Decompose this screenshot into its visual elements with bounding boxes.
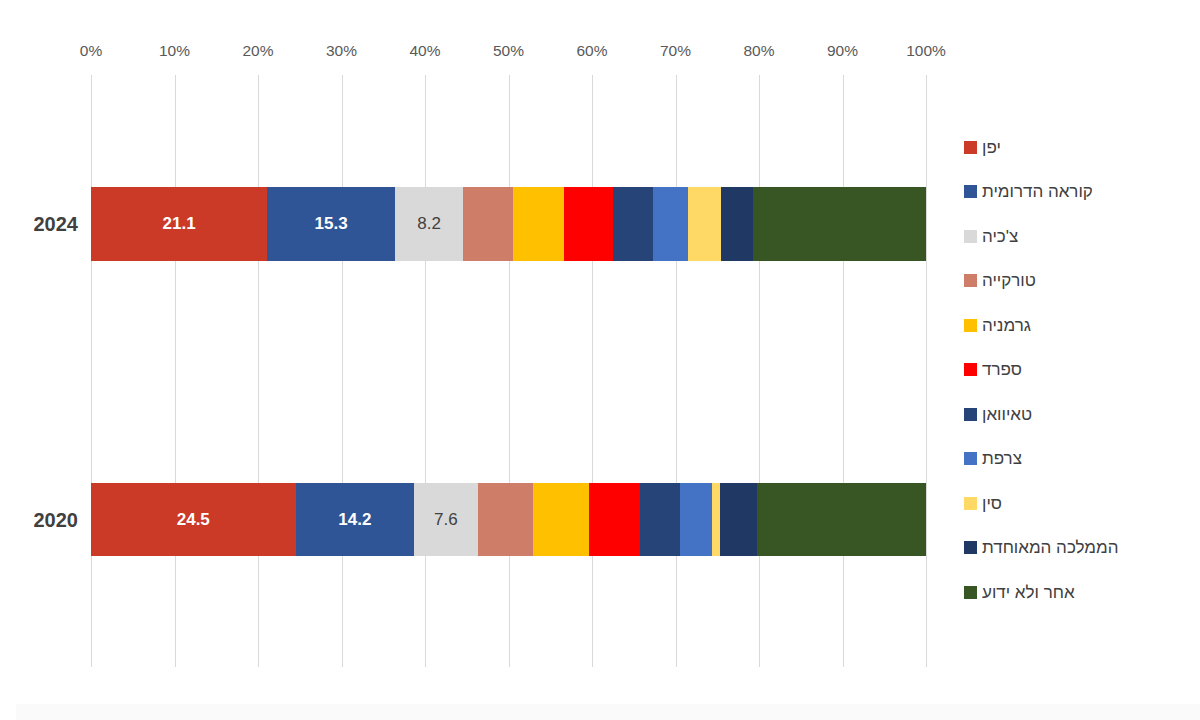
- bar-segment-spain: [589, 483, 640, 556]
- x-tick-label: 80%: [724, 42, 794, 60]
- value-label: 14.2: [338, 510, 371, 530]
- legend-item-south-korea: קוראה הדרומית: [964, 170, 1118, 215]
- legend-item-spain: ספרד: [964, 348, 1118, 393]
- value-label: 8.2: [417, 214, 441, 234]
- x-tick-label: 10%: [140, 42, 210, 60]
- legend-item-taiwan: טאיוואן: [964, 392, 1118, 437]
- bottom-edge-strip: [16, 704, 1200, 720]
- gridline: [759, 75, 760, 667]
- bar-2020: 24.5 14.2 7.6: [91, 483, 926, 556]
- value-label: 24.5: [177, 510, 210, 530]
- legend-swatch-turkey: [964, 274, 977, 287]
- legend-label: טורקייה: [982, 272, 1036, 289]
- legend-swatch-united-kingdom: [964, 541, 977, 554]
- gridline: [258, 75, 259, 667]
- legend-label: סין: [982, 495, 1002, 512]
- legend-item-other-unknown: אחר ולא ידוע: [964, 570, 1118, 615]
- legend-swatch-spain: [964, 363, 977, 376]
- value-label: 15.3: [315, 214, 348, 234]
- bar-segment-japan: 21.1: [91, 187, 267, 261]
- plot-area: 21.1 15.3 8.2 24.5 14.2 7.6: [91, 75, 926, 667]
- legend-label: אחר ולא ידוע: [982, 584, 1075, 601]
- x-tick-label: 20%: [223, 42, 293, 60]
- x-tick-label: 0%: [56, 42, 126, 60]
- gridline: [843, 75, 844, 667]
- category-label-2024: 2024: [10, 212, 78, 236]
- bar-segment-united-kingdom: [721, 187, 753, 261]
- bar-segment-other-unknown: [757, 483, 926, 556]
- bar-segment-japan: 24.5: [91, 483, 296, 556]
- bar-segment-taiwan: [640, 483, 680, 556]
- legend-label: ספרד: [982, 361, 1022, 378]
- legend: יפן קוראה הדרומית צ'כיה טורקייה גרמניה ספרד טא…: [964, 125, 1118, 615]
- gridline: [91, 75, 92, 667]
- bar-segment-south-korea: 15.3: [267, 187, 395, 261]
- bar-segment-turkey: [478, 483, 533, 556]
- legend-swatch-france: [964, 452, 977, 465]
- category-label-2020: 2020: [10, 508, 78, 532]
- legend-swatch-other-unknown: [964, 586, 977, 599]
- legend-item-germany: גרמניה: [964, 303, 1118, 348]
- gridline: [926, 75, 927, 667]
- legend-label: קוראה הדרומית: [982, 183, 1093, 200]
- gridline: [509, 75, 510, 667]
- bar-segment-france: [680, 483, 713, 556]
- legend-label: טאיוואן: [982, 406, 1032, 423]
- bar-segment-china: [688, 187, 721, 261]
- bar-segment-turkey: [463, 187, 513, 261]
- bar-segment-united-kingdom: [720, 483, 758, 556]
- legend-label: הממלכה המאוחדת: [982, 539, 1118, 556]
- legend-item-france: צרפת: [964, 437, 1118, 482]
- x-tick-label: 60%: [557, 42, 627, 60]
- value-label: 21.1: [163, 214, 196, 234]
- bar-segment-czechia: 8.2: [395, 187, 463, 261]
- bar-segment-germany: [533, 483, 589, 556]
- bar-segment-germany: [513, 187, 563, 261]
- gridline: [342, 75, 343, 667]
- legend-item-turkey: טורקייה: [964, 259, 1118, 304]
- x-axis: 0% 10% 20% 30% 40% 50% 60% 70% 80% 90% 100%: [0, 0, 1200, 70]
- bar-segment-taiwan: [613, 187, 653, 261]
- bar-segment-south-korea: 14.2: [296, 483, 415, 556]
- gridline: [592, 75, 593, 667]
- chart-canvas: 0% 10% 20% 30% 40% 50% 60% 70% 80% 90% 100% 21.1 15…: [0, 0, 1200, 720]
- legend-swatch-czechia: [964, 230, 977, 243]
- x-tick-label: 70%: [641, 42, 711, 60]
- legend-swatch-japan: [964, 141, 977, 154]
- legend-item-united-kingdom: הממלכה המאוחדת: [964, 526, 1118, 571]
- gridline: [425, 75, 426, 667]
- bar-segment-other-unknown: [753, 187, 926, 261]
- gridline: [175, 75, 176, 667]
- legend-swatch-china: [964, 497, 977, 510]
- x-tick-label: 40%: [390, 42, 460, 60]
- legend-label: יפן: [982, 139, 1001, 156]
- x-tick-label: 30%: [307, 42, 377, 60]
- legend-item-czechia: צ'כיה: [964, 214, 1118, 259]
- legend-label: צרפת: [982, 450, 1022, 467]
- legend-swatch-taiwan: [964, 408, 977, 421]
- gridline: [676, 75, 677, 667]
- legend-label: גרמניה: [982, 317, 1031, 334]
- bar-2024: 21.1 15.3 8.2: [91, 187, 926, 261]
- legend-swatch-south-korea: [964, 185, 977, 198]
- bar-segment-france: [653, 187, 688, 261]
- legend-item-china: סין: [964, 481, 1118, 526]
- bar-segment-china: [712, 483, 720, 556]
- bar-segment-czechia: 7.6: [414, 483, 477, 556]
- x-tick-label: 50%: [474, 42, 544, 60]
- legend-label: צ'כיה: [982, 228, 1018, 245]
- x-tick-label: 90%: [808, 42, 878, 60]
- legend-item-japan: יפן: [964, 125, 1118, 170]
- bar-segment-spain: [564, 187, 613, 261]
- value-label: 7.6: [434, 510, 458, 530]
- x-tick-label: 100%: [891, 42, 961, 60]
- legend-swatch-germany: [964, 319, 977, 332]
